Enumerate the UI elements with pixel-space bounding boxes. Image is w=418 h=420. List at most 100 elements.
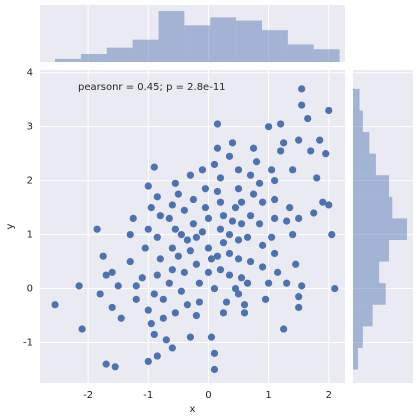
point: [210, 365, 219, 374]
point: [213, 144, 222, 152]
point: [144, 225, 152, 233]
point: [298, 101, 306, 109]
point: [319, 198, 327, 206]
point: [153, 233, 161, 241]
y-tick-label: 2: [27, 176, 33, 187]
point: [219, 309, 228, 317]
point: [210, 160, 219, 169]
point: [234, 290, 243, 298]
point: [117, 314, 125, 322]
point: [237, 220, 246, 228]
point: [295, 136, 303, 144]
x-tick-label: 2: [326, 390, 332, 401]
point: [210, 349, 219, 357]
histogram-bar: [353, 110, 363, 133]
point: [162, 336, 170, 344]
histogram-bar: [158, 11, 185, 62]
point: [126, 230, 134, 239]
point: [198, 166, 207, 174]
point: [234, 185, 243, 193]
x-axis-label: x: [190, 404, 196, 415]
point: [159, 295, 167, 303]
point: [268, 233, 276, 241]
histogram-bar: [210, 17, 237, 62]
point: [156, 212, 164, 220]
point: [240, 301, 249, 309]
histogram-bar: [55, 58, 81, 62]
point: [271, 214, 279, 223]
point: [219, 239, 228, 247]
point: [168, 266, 176, 274]
point: [213, 252, 222, 260]
point: [237, 274, 246, 282]
point: [243, 233, 252, 241]
point: [249, 190, 258, 198]
point: [316, 136, 324, 144]
point: [222, 298, 231, 306]
point: [264, 279, 273, 287]
top-marginal-background: [40, 5, 345, 62]
point: [99, 252, 107, 260]
point: [201, 204, 210, 212]
point: [147, 204, 155, 212]
point: [277, 147, 285, 155]
point: [225, 271, 234, 279]
x-tick-label: -2: [83, 390, 93, 401]
point: [289, 230, 297, 239]
point: [280, 325, 288, 333]
point: [213, 120, 222, 128]
point: [234, 236, 243, 244]
point: [216, 198, 225, 206]
histogram-bar: [353, 261, 380, 284]
point: [183, 301, 191, 309]
point: [283, 217, 291, 225]
point: [111, 363, 119, 371]
point: [210, 284, 219, 293]
point: [322, 150, 330, 158]
point: [313, 174, 321, 182]
point: [204, 268, 213, 276]
point: [325, 201, 333, 209]
point: [280, 139, 288, 147]
point: [171, 225, 179, 233]
point: [216, 174, 225, 182]
point: [180, 268, 188, 276]
point: [328, 230, 336, 239]
point: [258, 263, 267, 271]
point: [295, 214, 303, 223]
point: [150, 290, 158, 298]
histogram-bar: [353, 153, 376, 176]
point: [246, 212, 255, 220]
histogram-bar: [353, 326, 363, 348]
histogram-bar: [106, 47, 133, 62]
point: [132, 295, 140, 303]
point: [307, 147, 315, 155]
point: [129, 214, 137, 223]
point: [325, 106, 333, 115]
point: [234, 166, 243, 174]
point: [213, 187, 222, 196]
y-tick-label: 4: [27, 68, 33, 79]
histogram-bar: [353, 304, 373, 327]
x-tick-label: 0: [205, 390, 211, 401]
histogram-bar: [353, 175, 389, 197]
point: [144, 306, 152, 314]
histogram-bar: [353, 283, 386, 305]
point: [108, 303, 116, 312]
point: [165, 279, 173, 287]
point: [258, 198, 267, 206]
point: [78, 325, 86, 333]
point: [304, 114, 312, 123]
point: [228, 139, 237, 147]
point: [298, 85, 306, 93]
y-tick-label: -1: [23, 338, 33, 349]
point: [156, 255, 164, 263]
point: [225, 249, 234, 258]
point: [310, 209, 318, 217]
point: [132, 282, 140, 290]
point: [159, 314, 167, 322]
histogram-bar: [236, 20, 262, 62]
point: [138, 274, 146, 282]
point: [183, 236, 191, 244]
y-axis-label: y: [5, 223, 16, 229]
